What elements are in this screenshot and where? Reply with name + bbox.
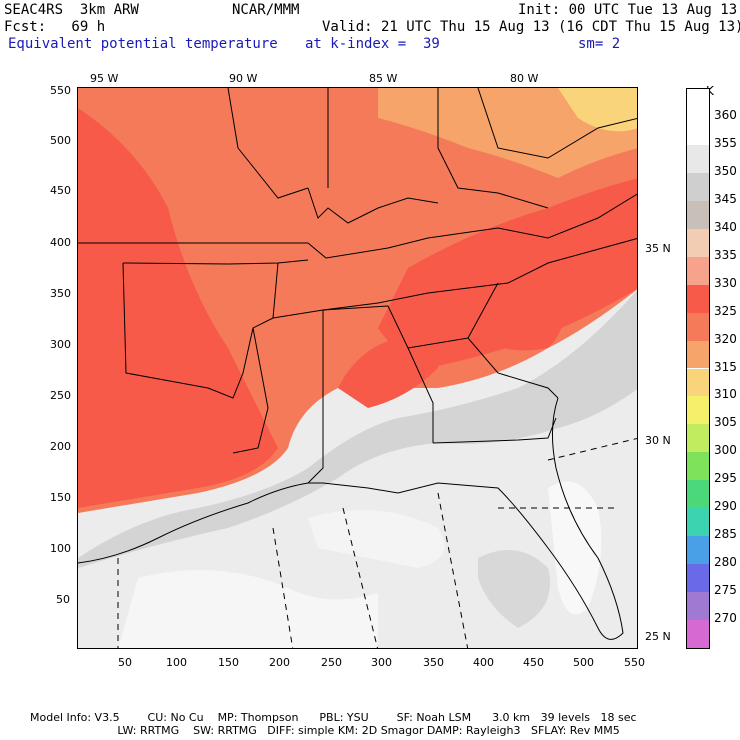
colorbar-tick-label: 350 [714,163,737,178]
map-plot-area [77,87,638,649]
x-tick-label: 500 [573,656,594,669]
colorbar-cell [687,200,709,229]
y-tick-label: 300 [50,338,71,351]
colorbar-tick-label: 355 [714,135,737,150]
colorbar-tick-label: 280 [714,555,737,570]
colorbar-cell [687,228,709,257]
lon-label: 80 W [510,72,539,85]
lat-label: 25 N [645,630,671,643]
colorbar-cell [687,368,709,397]
colorbar-cell [687,592,709,621]
x-tick-label: 550 [624,656,645,669]
colorbar-cell [687,144,709,173]
colorbar-tick-label: 310 [714,387,737,402]
field-name: Equivalent potential temperature [8,36,278,52]
y-tick-label: 400 [50,236,71,249]
y-tick-label: 150 [50,491,71,504]
model-title: SEAC4RS 3km ARW [4,2,139,18]
colorbar [686,88,710,649]
y-tick-label: 100 [50,542,71,555]
y-tick-label: 500 [50,134,71,147]
colorbar-tick-label: 335 [714,247,737,262]
colorbar-tick-label: 285 [714,527,737,542]
init-time: Init: 00 UTC Tue 13 Aug 13 [518,2,738,18]
colorbar-tick-label: 345 [714,191,737,206]
x-tick-label: 50 [118,656,132,669]
colorbar-cell [687,256,709,285]
forecast-hour: Fcst: 69 h [4,19,106,35]
model-info-line2: LW: RRTMG SW: RRTMG DIFF: simple KM: 2D … [30,724,620,737]
colorbar-cell [687,396,709,425]
colorbar-cell [687,536,709,565]
colorbar-tick-label: 330 [714,275,737,290]
colorbar-cell [687,89,709,117]
colorbar-cell [687,480,709,509]
model-info-line1: Model Info: V3.5 CU: No Cu MP: Thompson … [30,711,637,724]
institution-label: NCAR/MMM [232,2,300,18]
colorbar-cell [687,452,709,481]
y-tick-label: 350 [50,287,71,300]
colorbar-cell [687,564,709,593]
x-tick-label: 250 [321,656,342,669]
x-tick-label: 350 [423,656,444,669]
colorbar-tick-label: 320 [714,331,737,346]
lon-label: 95 W [90,72,119,85]
valid-time: Valid: 21 UTC Thu 15 Aug 13 (16 CDT Thu … [322,19,740,35]
colorbar-cell [687,424,709,453]
colorbar-cell [687,116,709,145]
y-tick-label: 250 [50,389,71,402]
colorbar-tick-label: 290 [714,499,737,514]
y-tick-label: 550 [50,84,71,97]
colorbar-cell [687,284,709,313]
lon-label: 85 W [369,72,398,85]
smoothing-info: sm= 2 [578,36,621,52]
colorbar-tick-label: 305 [714,415,737,430]
x-tick-label: 300 [371,656,392,669]
colorbar-tick-label: 300 [714,443,737,458]
colorbar-tick-label: 275 [714,583,737,598]
colorbar-tick-label: 315 [714,359,737,374]
y-tick-label: 50 [56,593,70,606]
x-tick-label: 150 [218,656,239,669]
x-tick-label: 450 [523,656,544,669]
colorbar-tick-label: 270 [714,611,737,626]
lat-label: 35 N [645,242,671,255]
y-tick-label: 450 [50,184,71,197]
x-tick-label: 200 [269,656,290,669]
colorbar-tick-label: 325 [714,303,737,318]
colorbar-tick-label: 295 [714,471,737,486]
x-tick-label: 100 [166,656,187,669]
colorbar-cell [687,172,709,201]
lon-label: 90 W [229,72,258,85]
colorbar-tick-label: 360 [714,107,737,122]
x-tick-label: 400 [473,656,494,669]
colorbar-cell [687,620,709,648]
y-tick-label: 200 [50,440,71,453]
colorbar-cell [687,340,709,369]
colorbar-tick-label: 340 [714,219,737,234]
level-info: at k-index = 39 [305,36,440,52]
lat-label: 30 N [645,434,671,447]
colorbar-cell [687,508,709,537]
theta-e-field [78,88,637,648]
colorbar-cell [687,312,709,341]
